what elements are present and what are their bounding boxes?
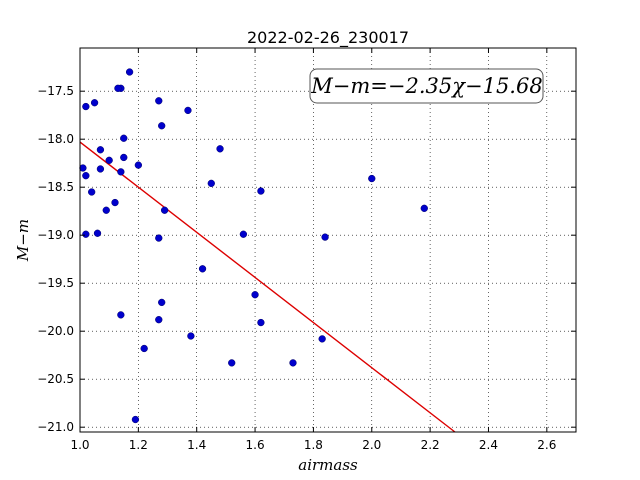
data-point: [125, 68, 134, 76]
data-point: [140, 344, 148, 353]
data-point: [93, 229, 102, 237]
data-point: [321, 233, 329, 241]
data-point: [257, 318, 265, 327]
x-axis-label: airmass: [298, 456, 358, 474]
data-point: [96, 165, 105, 173]
x-tick-label: 2.4: [479, 438, 498, 452]
data-point: [289, 359, 297, 367]
fit-line-group: [79, 141, 456, 433]
data-point: [117, 311, 125, 319]
data-point: [120, 134, 128, 142]
y-tick-label: −20.0: [37, 324, 74, 338]
data-point: [79, 164, 87, 172]
data-point: [155, 97, 163, 105]
data-point: [82, 172, 90, 180]
data-point: [155, 234, 163, 242]
data-point: [102, 206, 110, 214]
y-axis-label: M−m: [14, 219, 32, 262]
data-point: [82, 102, 90, 111]
chart-title: 2022-02-26_230017: [247, 28, 409, 48]
data-point: [117, 168, 125, 176]
data-point: [239, 230, 248, 238]
data-point: [131, 415, 140, 424]
axis-ticks: 1.0 1.2 1.4 1.6 1.8 2.0 2.2 2.4 2.6 −17.5 −18.0 −18…: [37, 48, 576, 452]
fit-annotation-text: M−m=−2.35χ−15.68: [310, 74, 542, 98]
x-tick-label: 2.6: [537, 438, 556, 452]
y-tick-label: −18.5: [37, 180, 74, 194]
data-point: [90, 99, 99, 107]
x-tick-label: 1.6: [246, 438, 265, 452]
data-point: [257, 187, 265, 195]
data-point: [187, 332, 195, 340]
data-point: [207, 179, 215, 188]
data-point: [158, 298, 166, 307]
data-point: [420, 204, 428, 212]
x-tick-label: 2.0: [362, 438, 381, 452]
data-point: [216, 145, 224, 153]
data-point: [184, 106, 192, 115]
data-point: [228, 359, 236, 367]
y-tick-label: −19.5: [37, 276, 74, 290]
fit-annotation-box: [309, 68, 544, 104]
data-point: [158, 122, 166, 130]
data-point: [318, 335, 326, 343]
x-tick-label: 1.0: [70, 438, 89, 452]
fit-line: [79, 141, 456, 433]
x-tick-label: 1.4: [187, 438, 206, 452]
fit-annotation: M−m=−2.35χ−15.68: [309, 68, 544, 104]
x-tick-label: 1.2: [129, 438, 148, 452]
plot-frame: [79, 47, 577, 433]
data-point: [368, 174, 376, 183]
y-tick-label: −17.5: [37, 84, 74, 98]
data-point: [105, 156, 113, 164]
data-point: [88, 188, 96, 196]
y-tick-label: −21.0: [37, 420, 74, 434]
y-tick-label: −18.0: [37, 132, 74, 146]
data-points: [79, 68, 428, 424]
data-point: [114, 84, 122, 92]
data-point: [111, 198, 119, 207]
data-point: [160, 206, 169, 214]
data-point: [134, 161, 143, 169]
data-point: [120, 153, 128, 162]
data-point: [96, 146, 105, 154]
y-tick-label: −20.5: [37, 372, 74, 386]
x-tick-label: 1.8: [304, 438, 323, 452]
x-tick-label: 2.2: [421, 438, 440, 452]
data-point: [251, 291, 259, 299]
y-tick-label: −19.0: [37, 228, 74, 242]
data-point: [198, 265, 207, 273]
data-point: [155, 316, 163, 324]
data-point: [82, 230, 90, 238]
